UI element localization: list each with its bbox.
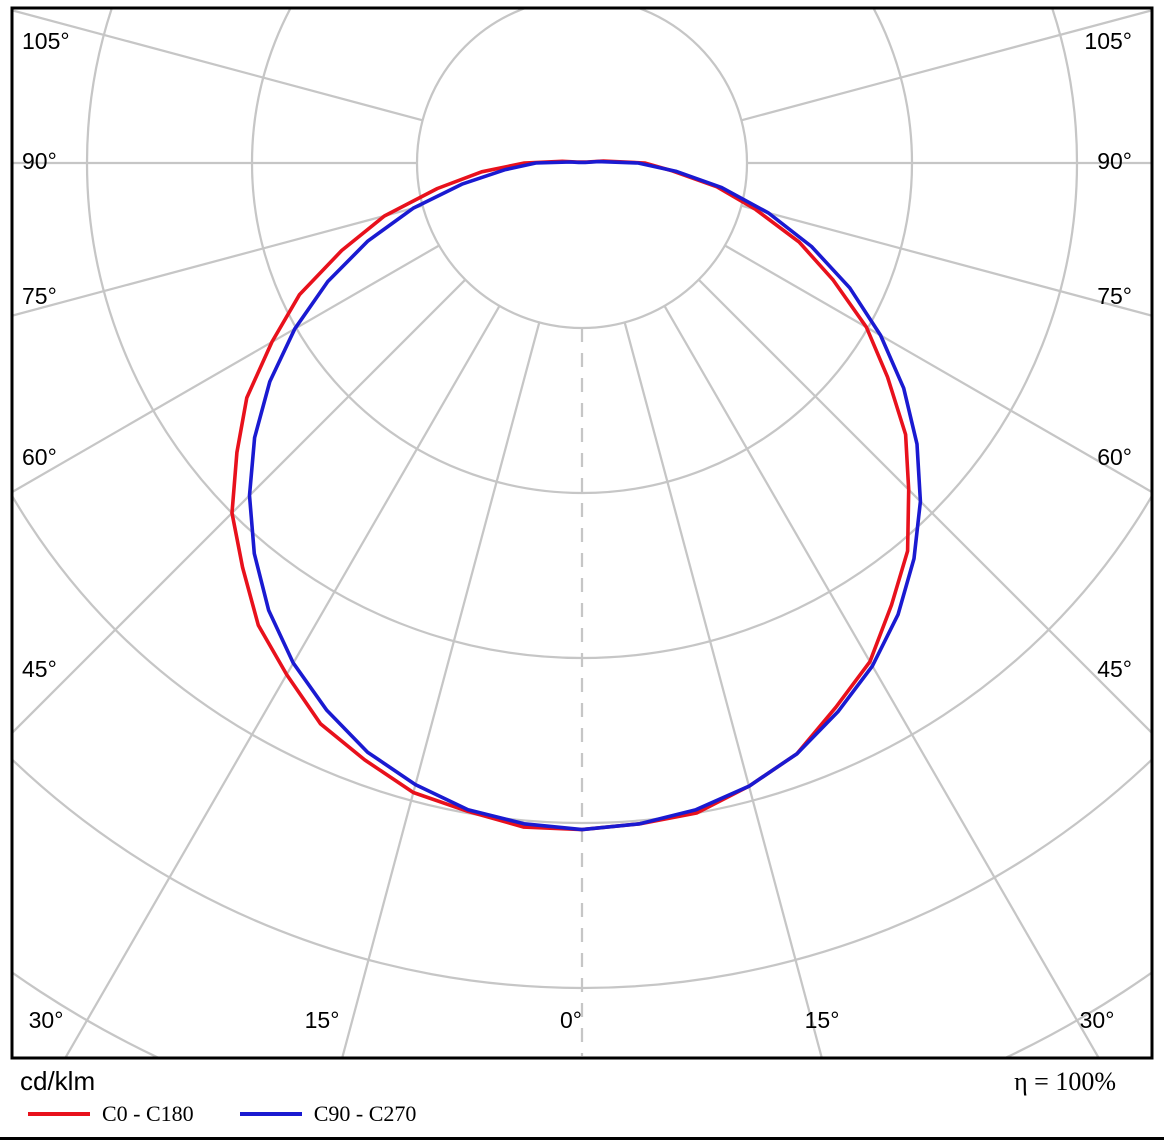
grid-radial xyxy=(64,305,501,1057)
grid-radial xyxy=(697,278,1151,734)
legend: C0 - C180 C90 - C270 xyxy=(0,1101,1164,1127)
angle-label: 75° xyxy=(22,283,57,309)
grid-radial xyxy=(13,244,440,493)
grid-radial xyxy=(741,9,1151,122)
chart-footer: cd/klm η = 100% C0 - C180 C90 - C270 xyxy=(0,1058,1164,1140)
legend-label-c90-c270: C90 - C270 xyxy=(313,1101,417,1126)
grid-radial xyxy=(663,305,1100,1057)
legend-swatch-blue xyxy=(239,1112,302,1116)
angle-label: 15° xyxy=(305,1007,340,1033)
grid-radial xyxy=(13,278,467,734)
grid-radial xyxy=(741,204,1151,317)
angle-label: 90° xyxy=(22,148,57,174)
grid-radial xyxy=(724,244,1151,493)
angle-label: 75° xyxy=(1097,283,1132,309)
angle-label: 45° xyxy=(22,656,57,682)
bottom-rule xyxy=(0,1137,1164,1140)
grid-ring xyxy=(13,494,1151,824)
angle-label: 60° xyxy=(22,444,57,470)
legend-swatch-red xyxy=(28,1112,90,1116)
unit-label: cd/klm xyxy=(20,1066,96,1096)
grid-radial xyxy=(341,322,541,1057)
efficiency-label: η = 100% xyxy=(1014,1067,1116,1096)
angle-label: 60° xyxy=(1097,444,1132,470)
grid-radial xyxy=(13,204,423,317)
grid-radial xyxy=(623,322,823,1057)
plot-border xyxy=(10,6,1154,1060)
polar-grid xyxy=(13,9,1151,1057)
angle-label: 105° xyxy=(1084,28,1132,54)
legend-item-c90-c270: C90 - C270 xyxy=(239,1101,417,1127)
curve-c0-c180 xyxy=(230,159,911,832)
grid-radial xyxy=(13,9,423,122)
angle-label: 15° xyxy=(805,1007,840,1033)
legend-item-c0-c180: C0 - C180 xyxy=(28,1101,194,1127)
footer-top-row: cd/klm η = 100% xyxy=(0,1058,1164,1097)
curve-c90-c270 xyxy=(247,159,923,832)
angle-label: 90° xyxy=(1097,148,1132,174)
angle-label: 30° xyxy=(1080,1007,1115,1033)
angle-label: 45° xyxy=(1097,656,1132,682)
angle-label: 0° xyxy=(560,1007,582,1033)
polar-chart-svg: 105° 90° 75° 60° 45° 105° 90° 75° 60° 45° 30° 15° 0°… xyxy=(10,6,1154,1060)
legend-label-c0-c180: C0 - C180 xyxy=(102,1101,194,1126)
angle-label: 30° xyxy=(29,1007,64,1033)
angle-label: 105° xyxy=(22,28,70,54)
